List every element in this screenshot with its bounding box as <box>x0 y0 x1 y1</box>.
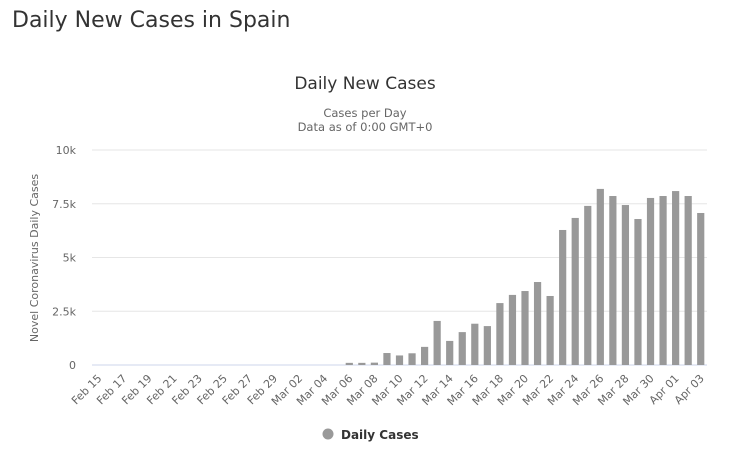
y-tick-label: 0 <box>69 359 76 372</box>
bar-mar-19 <box>508 294 517 365</box>
chart-subtitle: Cases per Day <box>323 106 406 120</box>
bar-apr-01 <box>672 191 680 365</box>
bar-mar-07 <box>358 362 366 365</box>
bar-mar-13 <box>433 320 441 365</box>
bar-mar-27 <box>609 196 617 365</box>
y-tick-label: 10k <box>56 144 77 157</box>
bar-mar-08 <box>370 362 378 365</box>
bar-mar-26 <box>596 188 604 365</box>
bar-mar-31 <box>659 196 667 365</box>
bar-mar-20 <box>521 291 529 365</box>
y-tick-label: 7.5k <box>52 198 76 211</box>
legend-item-daily-cases[interactable]: Daily Cases <box>341 428 419 442</box>
bar-mar-17 <box>483 326 491 365</box>
bar-mar-25 <box>584 205 592 365</box>
bar-mar-15 <box>458 332 466 365</box>
bar-mar-06 <box>345 362 353 365</box>
chart-title: Daily New Cases <box>294 74 436 94</box>
y-axis-title: Novel Coronavirus Daily Cases <box>28 174 41 342</box>
bar-mar-18 <box>496 303 504 365</box>
bar-mar-16 <box>471 323 479 365</box>
bar-apr-03 <box>697 212 705 365</box>
y-tick-label: 2.5k <box>52 305 76 318</box>
bar-mar-23 <box>559 229 567 365</box>
y-tick-label: 5k <box>63 252 77 265</box>
page-title: Daily New Cases in Spain <box>12 8 291 33</box>
bar-mar-09 <box>383 353 391 365</box>
bar-mar-28 <box>621 205 630 365</box>
bar-mar-10 <box>395 355 404 365</box>
bar-apr-02 <box>684 196 692 365</box>
bar-mar-12 <box>421 346 429 365</box>
bar-mar-22 <box>546 295 554 365</box>
legend-marker-icon <box>322 428 334 440</box>
bar-mar-21 <box>533 282 542 365</box>
bar-mar-29 <box>634 219 642 365</box>
bar-mar-30 <box>646 197 655 365</box>
chart-subtitle-date: Data as of 0:00 GMT+0 <box>298 120 433 134</box>
bar-mar-14 <box>446 340 454 365</box>
bar-mar-11 <box>408 353 416 365</box>
bar-mar-24 <box>571 217 579 365</box>
